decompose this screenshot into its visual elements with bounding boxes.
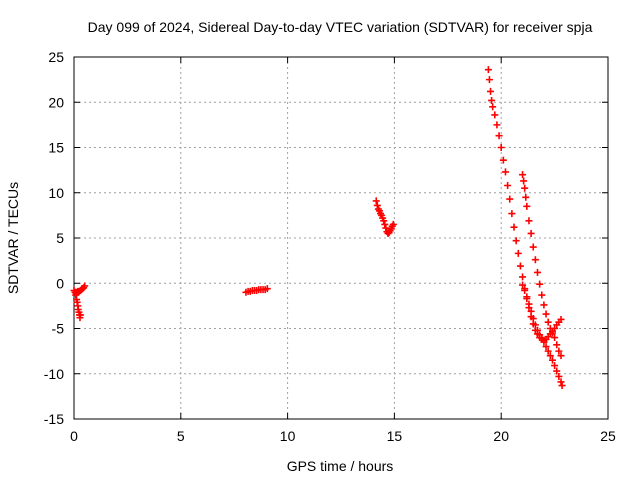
x-tick-label: 5 (177, 428, 185, 444)
data-point (525, 217, 533, 225)
data-point (548, 356, 556, 364)
y-tick-label: 5 (56, 230, 64, 246)
chart-title: Day 099 of 2024, Sidereal Day-to-day VTE… (88, 19, 593, 35)
x-tick-label: 25 (600, 428, 616, 444)
data-point (536, 280, 544, 288)
data-point (557, 352, 565, 360)
data-point (76, 311, 84, 319)
data-point (519, 281, 527, 289)
y-tick-label: 25 (48, 49, 64, 65)
data-point (489, 103, 497, 111)
data-point (551, 325, 559, 332)
grid-lines (74, 57, 608, 419)
data-point (506, 195, 514, 203)
data-point (534, 326, 542, 334)
data-point (512, 237, 520, 245)
data-point (381, 220, 389, 228)
data-point (553, 341, 561, 349)
y-tick-label: 0 (56, 275, 64, 291)
data-point (493, 121, 501, 129)
data-point (551, 362, 559, 370)
data-point (551, 334, 559, 342)
data-point (497, 144, 505, 151)
axis-ticks: 0 5 10 15 20 25 -15 -10 -5 0 5 10 15 20 25 (44, 49, 616, 444)
data-point (536, 331, 544, 339)
data-point (521, 184, 529, 192)
y-tick-label: -10 (44, 366, 64, 382)
data-point (491, 111, 499, 119)
y-tick-label: -15 (44, 411, 64, 427)
data-point (546, 352, 554, 360)
data-point (531, 321, 539, 329)
data-point (519, 171, 527, 179)
data-point (542, 310, 550, 318)
data-point (520, 177, 528, 185)
x-tick-label: 20 (493, 428, 509, 444)
x-tick-label: 15 (387, 428, 403, 444)
data-point (263, 285, 271, 293)
data-point (380, 217, 388, 225)
data-point (487, 87, 495, 95)
data-point (529, 315, 537, 323)
data-point (504, 182, 512, 190)
data-point (525, 300, 533, 308)
data-point (485, 76, 493, 84)
data-point (558, 382, 566, 390)
data-point (540, 338, 548, 346)
data-point (510, 223, 518, 231)
data-point (527, 307, 535, 315)
data-point (488, 96, 496, 104)
data-point (534, 268, 542, 276)
data-point (373, 201, 381, 209)
data-point (508, 210, 516, 218)
data-point (529, 243, 537, 251)
data-point (523, 293, 531, 301)
data-point (544, 347, 552, 355)
data-point (372, 197, 380, 205)
data-point (544, 318, 552, 326)
data-point (495, 132, 503, 140)
data-point (555, 372, 563, 380)
x-axis-label: GPS time / hours (287, 458, 394, 474)
x-tick-label: 10 (280, 428, 296, 444)
data-point (553, 367, 561, 375)
y-tick-label: -5 (52, 321, 65, 337)
data-point (484, 66, 492, 74)
data-point (531, 256, 539, 264)
data-point (382, 224, 390, 232)
data-point (516, 262, 524, 270)
data-point (555, 347, 563, 355)
data-point (389, 220, 397, 228)
data-point (521, 286, 529, 294)
y-tick-label: 10 (48, 185, 64, 201)
data-point (527, 229, 535, 237)
data-point (522, 193, 530, 201)
data-point (499, 156, 507, 164)
data-point (501, 168, 509, 176)
y-tick-label: 20 (48, 94, 64, 110)
data-points (70, 66, 566, 390)
data-point (514, 249, 522, 257)
y-tick-label: 15 (48, 140, 64, 156)
data-point (523, 202, 531, 210)
y-axis-label: SDTVAR / TECUs (5, 182, 21, 294)
data-point (557, 378, 565, 386)
data-point (540, 301, 548, 309)
x-tick-label: 0 (70, 428, 78, 444)
data-point (538, 291, 546, 299)
data-point (557, 315, 565, 323)
data-point (81, 282, 89, 290)
data-point (519, 273, 527, 281)
data-point (542, 343, 550, 351)
